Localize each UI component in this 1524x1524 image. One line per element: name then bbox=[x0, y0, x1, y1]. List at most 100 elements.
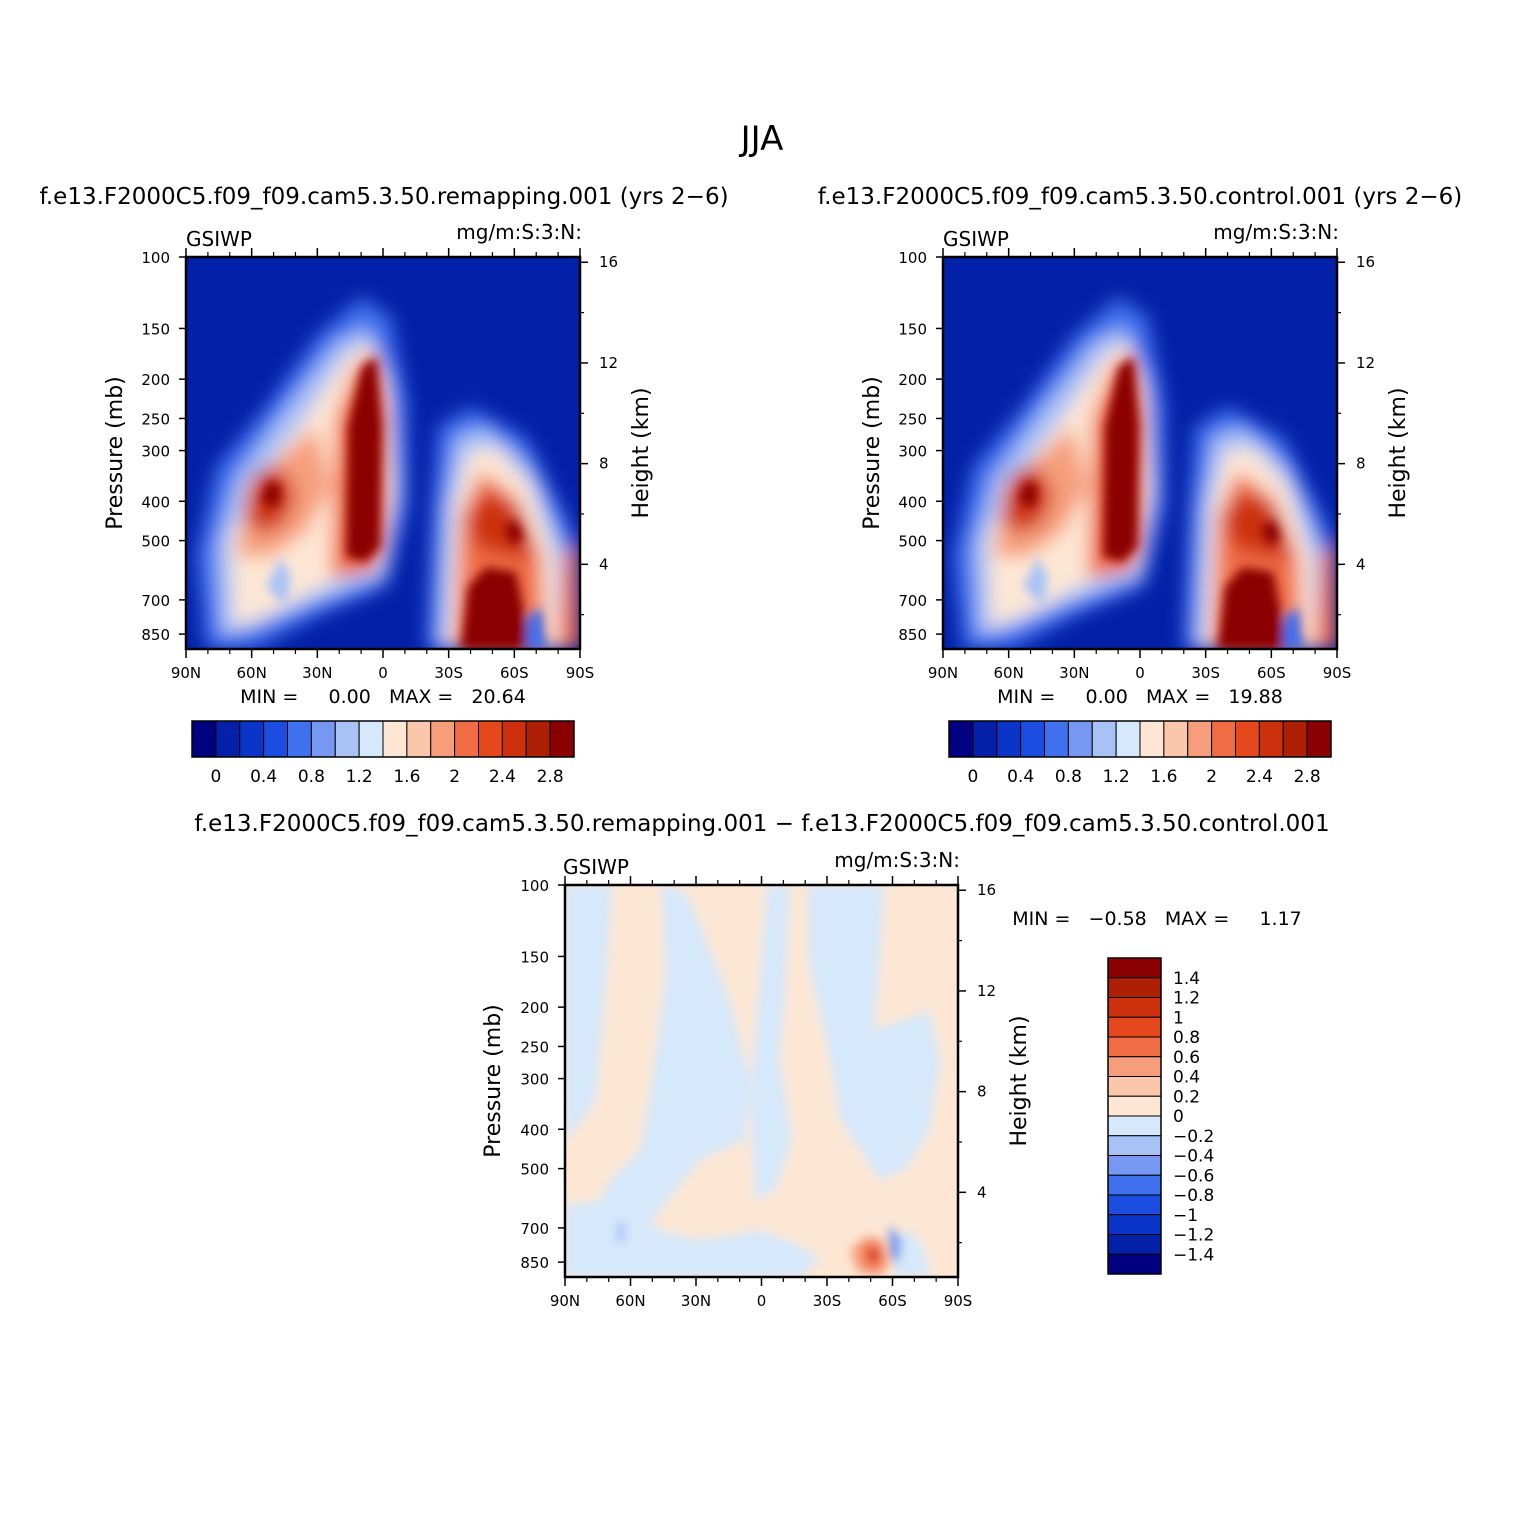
colorbar-swatch bbox=[1163, 720, 1189, 758]
y2-tick-label: 8 bbox=[977, 1083, 987, 1101]
min-max-label: MIN = 0.00 MAX = 20.64 bbox=[240, 686, 526, 708]
colorbar-swatch bbox=[549, 720, 575, 758]
y-tick-label: 400 bbox=[141, 493, 170, 511]
x-tick-label: 30N bbox=[302, 664, 332, 682]
units-label: mg/m:S:3:N: bbox=[1213, 220, 1339, 244]
y-tick-label: 150 bbox=[141, 320, 170, 338]
colorbar-swatch bbox=[1187, 720, 1213, 758]
x-tick-label: 90S bbox=[1323, 664, 1352, 682]
colorbar-label: 0.6 bbox=[1173, 1048, 1200, 1068]
y-tick-label: 700 bbox=[141, 592, 170, 610]
colorbar-label: −0.4 bbox=[1173, 1147, 1214, 1167]
colorbar-label: 2 bbox=[1206, 767, 1217, 787]
colorbar-swatch bbox=[358, 720, 384, 758]
contour-field bbox=[943, 257, 1337, 649]
y-tick-label: 700 bbox=[520, 1220, 549, 1238]
x-tick-label: 90N bbox=[171, 664, 201, 682]
colorbar-label: 0 bbox=[1173, 1107, 1184, 1127]
colorbar-swatch bbox=[406, 720, 432, 758]
y-tick-label: 500 bbox=[898, 533, 927, 551]
colorbar-swatch bbox=[310, 720, 336, 758]
colorbar-label: 1.6 bbox=[393, 767, 420, 787]
y2-tick-label: 12 bbox=[599, 354, 618, 372]
colorbar-swatch bbox=[1107, 1135, 1162, 1156]
y-tick-label: 400 bbox=[898, 493, 927, 511]
variable-label: GSIWP bbox=[943, 227, 1009, 251]
colorbar-swatch bbox=[1107, 1115, 1162, 1137]
y2-tick-label: 12 bbox=[977, 982, 996, 1000]
colorbar-swatch bbox=[948, 720, 974, 758]
colorbar-swatch bbox=[382, 720, 408, 758]
colorbar-swatch bbox=[430, 720, 456, 758]
x-tick-label: 0 bbox=[378, 664, 388, 682]
colorbar-swatch bbox=[1211, 720, 1236, 758]
y-axis-right: 16 12 8 4 bbox=[958, 881, 996, 1244]
y-axis-label-left: Pressure (mb) bbox=[860, 376, 885, 530]
panel-diff: f.e13.F2000C5.f09_f09.cam5.3.50.remappin… bbox=[194, 811, 1329, 1310]
colorbar-label: 1.2 bbox=[346, 767, 373, 787]
y2-tick-label: 16 bbox=[977, 881, 996, 899]
x-tick-label: 60N bbox=[237, 664, 267, 682]
x-tick-label: 60N bbox=[994, 664, 1024, 682]
y-tick-label: 100 bbox=[141, 249, 170, 267]
colorbar: 1.41.210.80.60.40.20−0.2−0.4−0.6−0.8−1−1… bbox=[1107, 957, 1214, 1275]
colorbar-swatch bbox=[996, 720, 1022, 758]
colorbar-swatch bbox=[1107, 977, 1162, 998]
colorbar-swatch bbox=[215, 720, 241, 758]
x-tick-label: 30S bbox=[1191, 664, 1220, 682]
colorbar-label: 1.4 bbox=[1173, 969, 1200, 989]
colorbar-swatch bbox=[1067, 720, 1093, 758]
colorbar-label: 0.4 bbox=[1173, 1068, 1200, 1088]
colorbar-label: 1.2 bbox=[1103, 767, 1130, 787]
colorbar-swatch bbox=[1020, 720, 1045, 758]
colorbar-swatch bbox=[454, 720, 479, 758]
colorbar-swatch bbox=[972, 720, 998, 758]
colorbar-swatch bbox=[1107, 1036, 1162, 1058]
y-tick-label: 200 bbox=[141, 371, 170, 389]
y-tick-label: 100 bbox=[898, 249, 927, 267]
colorbar-label: −1.2 bbox=[1173, 1226, 1214, 1246]
y-tick-label: 150 bbox=[898, 320, 927, 338]
colorbar: 0 0.4 0.8 1.2 1.6 2 2.4 2.8 bbox=[948, 720, 1332, 787]
y-axis-left: 100 150 200 250 300 400 500 700 850 bbox=[141, 249, 186, 644]
colorbar-label: 0 bbox=[967, 767, 978, 787]
x-tick-label: 90S bbox=[944, 1292, 973, 1310]
colorbar-label: 0.4 bbox=[1007, 767, 1034, 787]
colorbar-label: 1.6 bbox=[1150, 767, 1177, 787]
colorbar-label: 1 bbox=[1173, 1008, 1184, 1028]
colorbar-swatch bbox=[1282, 720, 1308, 758]
x-tick-label: 60S bbox=[500, 664, 529, 682]
colorbar-label: 2.8 bbox=[537, 767, 564, 787]
x-tick-label: 0 bbox=[757, 1292, 767, 1310]
variable-label: GSIWP bbox=[186, 227, 252, 251]
contour-field bbox=[565, 885, 958, 1277]
min-max-label: MIN = 0.00 MAX = 19.88 bbox=[997, 686, 1283, 708]
y-axis-left: 100 150 200 250 300 400 500 700 850 bbox=[898, 249, 943, 644]
y-tick-label: 400 bbox=[520, 1121, 549, 1139]
y2-tick-label: 4 bbox=[1356, 555, 1366, 573]
panel-ctrl: f.e13.F2000C5.f09_f09.cam5.3.50.control.… bbox=[818, 184, 1462, 787]
colorbar-swatch bbox=[501, 720, 527, 758]
colorbar-swatch bbox=[1115, 720, 1141, 758]
colorbar-swatch bbox=[191, 720, 217, 758]
colorbar-label: −0.6 bbox=[1173, 1166, 1214, 1186]
colorbar-swatch bbox=[1258, 720, 1284, 758]
x-axis: 90N 60N 30N 0 30S 60S 90S bbox=[928, 248, 1351, 682]
colorbar-swatch bbox=[1107, 1076, 1162, 1097]
colorbar-swatch bbox=[1107, 1174, 1162, 1196]
panel-title: f.e13.F2000C5.f09_f09.cam5.3.50.remappin… bbox=[39, 184, 728, 210]
y-tick-label: 700 bbox=[898, 592, 927, 610]
colorbar-swatch bbox=[1107, 957, 1162, 979]
contour-field bbox=[186, 257, 580, 649]
colorbar-label: −0.8 bbox=[1173, 1186, 1214, 1206]
colorbar-swatch bbox=[1107, 1155, 1162, 1176]
colorbar-swatch bbox=[1306, 720, 1332, 758]
y2-tick-label: 16 bbox=[1356, 253, 1375, 271]
x-tick-label: 60S bbox=[1257, 664, 1286, 682]
y-axis-right: 16 12 8 4 bbox=[580, 253, 618, 616]
figure-title: JJA bbox=[739, 119, 784, 159]
colorbar-label: −1 bbox=[1173, 1206, 1198, 1226]
colorbar-swatch bbox=[1107, 1016, 1162, 1038]
x-tick-label: 90S bbox=[566, 664, 595, 682]
y-axis-label-right: Height (km) bbox=[1007, 1015, 1032, 1146]
